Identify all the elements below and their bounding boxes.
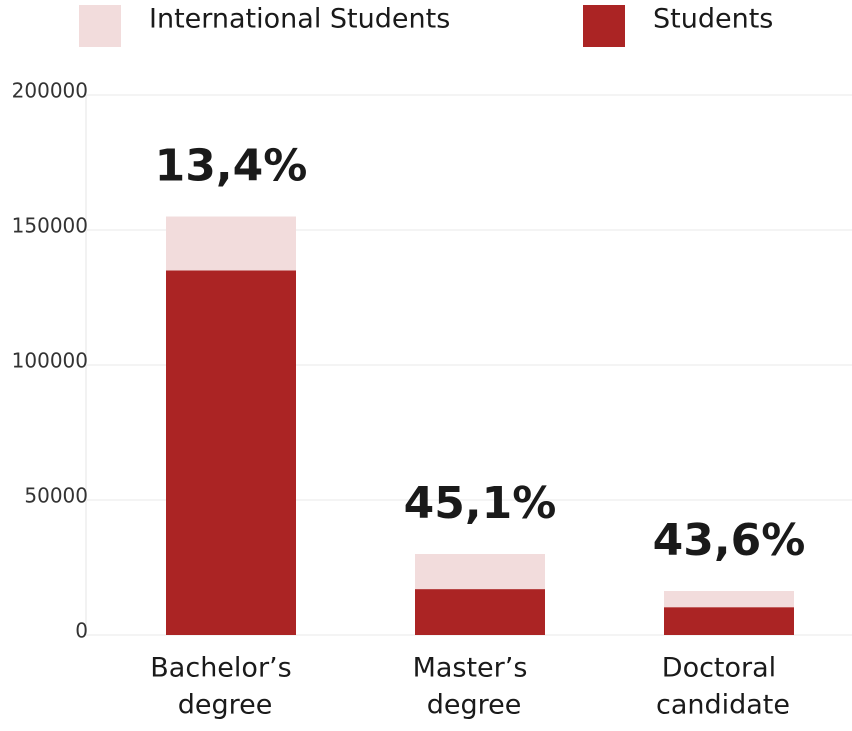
bar-segment bbox=[664, 590, 794, 608]
legend-label: Students bbox=[653, 4, 773, 35]
bar-annotation: 43,6% bbox=[653, 515, 806, 566]
x-tick-label: Bachelor’s bbox=[150, 653, 291, 684]
bar-segment bbox=[166, 216, 296, 271]
x-tick-label: Doctoral bbox=[662, 653, 776, 684]
y-tick-label: 50000 bbox=[24, 484, 88, 508]
x-tick-label: degree bbox=[178, 690, 273, 721]
bar-segment bbox=[415, 554, 545, 590]
legend-label: International Students bbox=[149, 4, 450, 35]
x-tick-label: Master’s bbox=[413, 653, 528, 684]
x-tick-label: candidate bbox=[656, 690, 790, 721]
y-tick-label: 100000 bbox=[12, 349, 88, 373]
legend-swatch bbox=[583, 5, 625, 47]
y-tick-label: 200000 bbox=[12, 79, 88, 103]
bar-segment bbox=[166, 270, 296, 635]
bar-annotation: 13,4% bbox=[155, 141, 308, 192]
bar-annotation: 45,1% bbox=[404, 478, 557, 529]
y-tick-label: 150000 bbox=[12, 214, 88, 238]
y-tick-label: 0 bbox=[75, 619, 88, 643]
bar-segment bbox=[415, 589, 545, 635]
legend-swatch bbox=[79, 5, 121, 47]
bar-segment bbox=[664, 607, 794, 635]
x-tick-label: degree bbox=[427, 690, 522, 721]
